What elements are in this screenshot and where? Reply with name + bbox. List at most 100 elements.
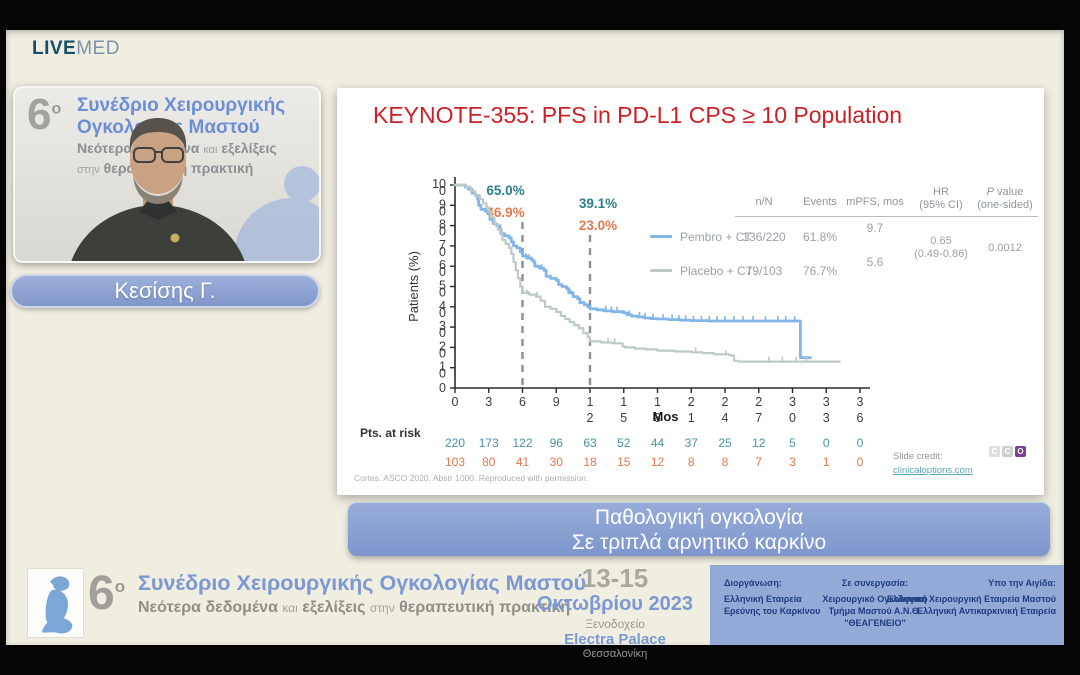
svg-text:30: 30 [550,455,564,469]
svg-text:2: 2 [439,339,446,353]
svg-text:7: 7 [439,238,446,252]
svg-text:23.0%: 23.0% [579,218,617,233]
svg-text:6: 6 [857,411,864,425]
table-header-divider [735,216,1038,217]
svg-text:8: 8 [688,455,695,469]
venue-label: Ξενοδοχείο [585,617,645,631]
placebo-mpfs: 5.6 [866,255,884,269]
svg-text:96: 96 [550,436,564,450]
clinicaloptions-link[interactable]: clinicaloptions.com [893,465,973,476]
slide: KEYNOTE-355: PFS in PD-L1 CPS ≥ 10 Popul… [337,88,1044,495]
svg-text:80: 80 [482,455,496,469]
svg-text:8: 8 [722,455,729,469]
pembro-events: 61.8% [802,230,838,244]
col-header-events: Events [803,196,837,208]
placebo-line-swatch [650,269,672,272]
svg-text:2: 2 [722,395,729,409]
conference-dates-block: 13-15 Οκτωβρίου 2023 Ξενοδοχείο Electra … [530,565,700,660]
svg-text:6: 6 [439,258,446,272]
svg-text:8: 8 [654,411,661,425]
placebo-events: 76.7% [802,264,838,278]
col-header-hr: HR (95% CI) [919,186,963,211]
svg-text:65.0%: 65.0% [486,183,524,198]
svg-text:44: 44 [651,436,665,450]
svg-text:0: 0 [439,326,446,340]
svg-text:9: 9 [553,395,560,409]
svg-text:3: 3 [857,395,864,409]
svg-text:9: 9 [439,197,446,211]
livemed-logo-live: LIVE [32,38,77,59]
col-header-pvalue: P value (one-sided) [977,186,1033,211]
row-label-pembro: Pembro + CT [680,230,752,244]
p-value: 0.0012 [988,242,1022,254]
svg-text:3: 3 [789,455,796,469]
svg-text:52: 52 [617,436,631,450]
svg-text:103: 103 [445,455,465,469]
citation: Cortes. ASCO 2020. Abstr 1000. Reproduce… [354,473,589,483]
svg-text:Pts. at risk: Pts. at risk [360,426,421,440]
conference-footer: 6ο Συνέδριο Χειρουργικής Ογκολογίας Μαστ… [6,563,1064,660]
placebo-nn: 79/103 [745,264,783,278]
svg-text:12: 12 [752,436,766,450]
svg-text:3: 3 [485,395,492,409]
svg-text:0: 0 [789,411,796,425]
cco-logo-square: C [1002,446,1013,457]
month-year: Οκτωβρίου 2023 [536,593,693,615]
svg-text:39.1%: 39.1% [579,196,617,211]
presentation-canvas: LIVEMED 6ο Συνέδριο Χειρουργικής Ογκολογ… [6,30,1064,660]
svg-text:18: 18 [583,455,597,469]
svg-text:1: 1 [823,455,830,469]
city: Θεσσαλονίκη [582,648,648,660]
backdrop-matisse-figure [234,166,319,261]
svg-text:173: 173 [479,436,499,450]
svg-text:0: 0 [439,367,446,381]
svg-text:6: 6 [519,395,526,409]
svg-text:7: 7 [755,411,762,425]
svg-text:220: 220 [445,436,465,450]
svg-text:3: 3 [823,395,830,409]
backdrop-edition-number: 6ο [27,90,62,139]
livemed-logo: LIVEMED [32,38,120,60]
svg-text:122: 122 [512,436,532,450]
svg-text:1: 1 [654,395,661,409]
svg-text:5: 5 [620,411,627,425]
svg-text:2: 2 [755,395,762,409]
svg-text:0: 0 [439,184,446,198]
svg-text:25: 25 [718,436,732,450]
svg-text:1: 1 [439,360,446,374]
svg-text:0: 0 [439,306,446,320]
venue: Electra Palace [564,631,666,648]
speaker-name: Κεσίσης Γ. [114,278,216,303]
svg-text:5: 5 [789,436,796,450]
svg-text:4: 4 [722,411,729,425]
footer-edition-number: 6ο [88,567,126,620]
svg-text:2: 2 [587,411,594,425]
svg-text:0: 0 [823,436,830,450]
col-header-nn: n/N [755,196,773,208]
svg-text:1: 1 [620,395,627,409]
svg-text:0: 0 [439,225,446,239]
svg-text:7: 7 [755,455,762,469]
cco-logo-square: O [1015,446,1026,457]
svg-text:4: 4 [439,299,446,313]
conference-logo [27,568,84,638]
slide-title: KEYNOTE-355: PFS in PD-L1 CPS ≥ 10 Popul… [373,102,903,128]
svg-text:46.9%: 46.9% [486,205,524,220]
svg-text:2: 2 [688,395,695,409]
svg-text:3: 3 [439,319,446,333]
svg-text:Patients (%): Patients (%) [406,251,421,322]
svg-text:3: 3 [823,411,830,425]
svg-text:Mos: Mos [653,409,679,424]
row-label-placebo: Placebo + CT [680,264,754,278]
svg-text:10: 10 [432,177,446,191]
svg-text:0: 0 [439,265,446,279]
speaker-video: 6ο Συνέδριο Χειρουργικής Ογκολογίας Μαστ… [13,86,321,263]
session-topic-banner: Παθολογική ογκολογία Σε τριπλά αρνητικό … [348,502,1050,556]
svg-text:8: 8 [439,218,446,232]
svg-text:41: 41 [516,455,530,469]
session-topic-line1: Παθολογική ογκολογία [594,505,804,529]
matisse-figure-icon [41,576,72,634]
footer-conference-title: Συνέδριο Χειρουργικής Ογκολογίας Μαστού [138,571,587,595]
svg-text:0: 0 [857,436,864,450]
